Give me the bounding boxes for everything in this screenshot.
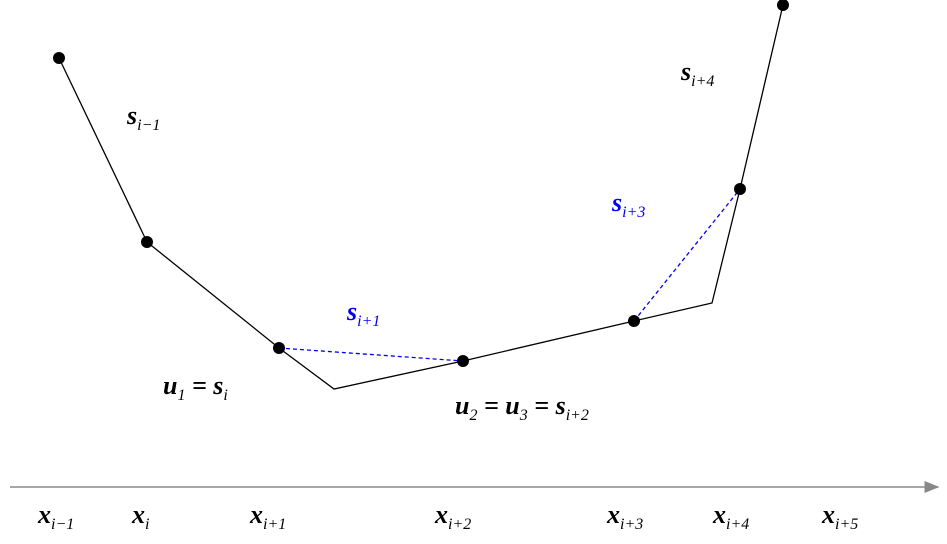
symbol: x [434,500,448,529]
symbol: u [163,371,177,400]
symbol: x [249,500,263,529]
subscript: i+5 [835,516,858,533]
symbol: s [680,57,691,86]
subscript: 2 [469,407,477,424]
curve-label: u1 = si [163,371,228,404]
point [777,0,789,11]
dashed-segment [633,188,741,322]
subscript: i+3 [622,204,645,221]
subscript: i [223,387,227,404]
subscript: i+4 [726,516,749,533]
axis-label: xi+3 [606,500,643,533]
subscript: 3 [519,407,528,424]
symbol: x [821,500,835,529]
subscript: i+2 [566,407,589,424]
point [734,183,746,195]
subscript: i+2 [448,516,471,533]
point [141,236,153,248]
symbol: = u [477,391,519,420]
symbol: s [611,188,622,217]
symbol: x [37,500,51,529]
subscript: i [145,516,149,533]
symbol: x [712,500,726,529]
symbol: = s [185,371,223,400]
points [53,0,789,367]
control-polygon [58,4,784,390]
subscript: i+4 [691,73,714,90]
symbol: = s [528,391,566,420]
symbol: u [455,391,469,420]
axis-label: xi−1 [37,500,74,533]
symbol: s [126,101,137,130]
symbol: s [346,297,357,326]
point [457,355,469,367]
point [53,52,65,64]
subscript: i−1 [51,516,74,533]
dashed-segment [278,347,464,362]
subscript: i−1 [137,117,160,134]
axis-label: xi+4 [712,500,749,533]
curve-label: si+3 [611,188,645,221]
axis-label: xi [131,500,149,533]
axis-label: xi+5 [821,500,858,533]
subscript: i+1 [357,313,380,330]
subscript: i+3 [620,516,643,533]
axis-label: xi+1 [249,500,286,533]
subscript: 1 [177,387,185,404]
curve-label: si+4 [680,57,714,90]
symbol: x [131,500,145,529]
curve-label: u2 = u3 = si+2 [455,391,589,424]
curve-label: si+1 [346,297,380,330]
symbol: x [606,500,620,529]
subscript: i+1 [263,516,286,533]
point [273,342,285,354]
point [628,315,640,327]
curve-label: si−1 [126,101,160,134]
axis-label: xi+2 [434,500,471,533]
